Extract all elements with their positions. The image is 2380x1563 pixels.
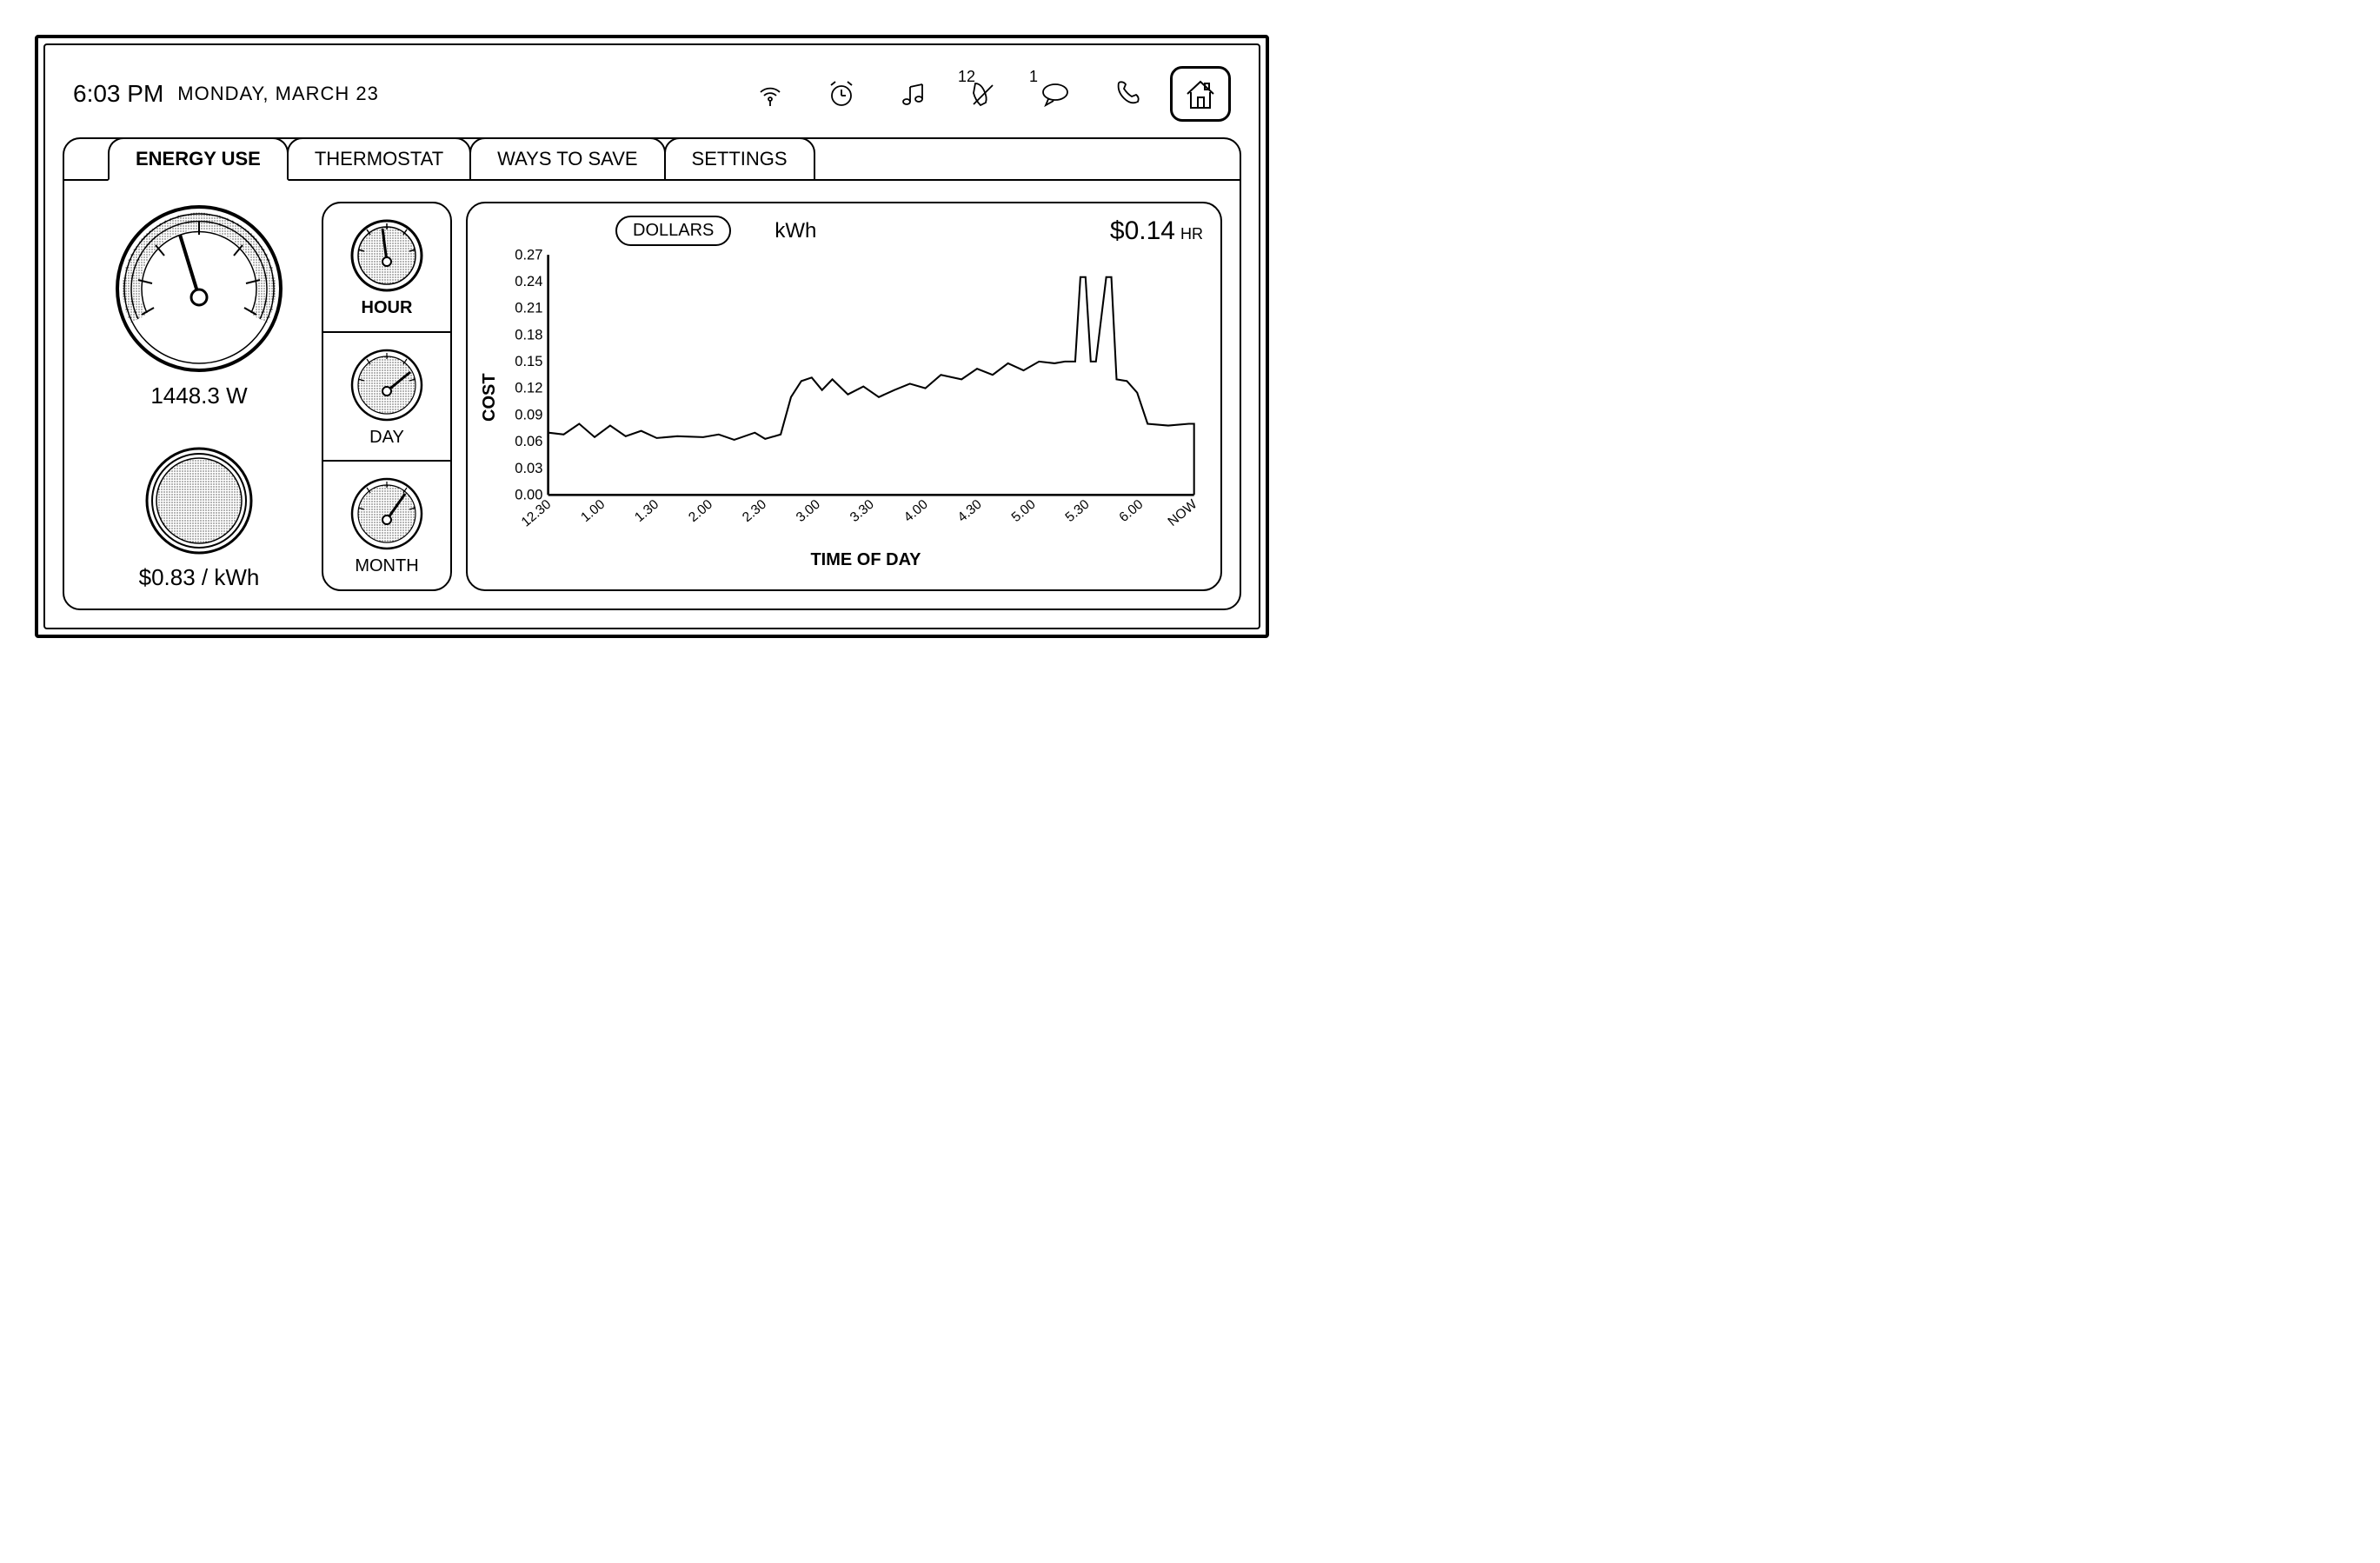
hour-gauge-icon: [348, 216, 426, 295]
unit-toggle-kwh[interactable]: kWh: [774, 219, 816, 243]
svg-text:5.30: 5.30: [1063, 497, 1093, 525]
period-hour-label: HOUR: [362, 298, 413, 318]
chart-y-label: COST: [476, 249, 503, 545]
chart-area: COST 0.00 0.03 0.06 0.09 0.12 0.15 0.18 0.21 0.2…: [476, 249, 1203, 545]
current-rate-value: $0.14: [1110, 216, 1175, 246]
svg-text:0.21: 0.21: [515, 301, 542, 316]
missed-call-icon[interactable]: 12: [967, 76, 1001, 111]
unit-toggle-dollars[interactable]: DOLLARS: [615, 216, 731, 246]
home-icon: [1180, 75, 1220, 113]
period-day[interactable]: DAY: [323, 331, 450, 461]
period-month[interactable]: MONTH: [323, 460, 450, 589]
month-gauge-icon: [348, 475, 426, 553]
svg-text:3.30: 3.30: [848, 497, 877, 525]
power-gauge: [112, 202, 286, 376]
svg-text:0.27: 0.27: [515, 249, 542, 263]
missed-call-badge: 12: [958, 68, 975, 86]
status-icons: 12 1: [753, 76, 1144, 111]
clock-date: MONDAY, MARCH 23: [177, 83, 379, 105]
svg-text:4.30: 4.30: [955, 497, 985, 525]
period-hour[interactable]: HOUR: [323, 203, 450, 331]
home-button[interactable]: [1170, 66, 1231, 122]
svg-text:0.00: 0.00: [515, 487, 542, 502]
tab-energy-use[interactable]: ENERGY USE: [108, 137, 289, 181]
period-selector: HOUR DAY: [322, 202, 452, 591]
tab-settings[interactable]: SETTINGS: [664, 137, 815, 181]
period-month-label: MONTH: [355, 556, 418, 576]
content-panel: ENERGY USE THERMOSTAT WAYS TO SAVE SETTI…: [63, 137, 1241, 610]
clock-time: 6:03 PM: [73, 80, 163, 108]
chart-panel: DOLLARS kWh $0.14 HR COST 0.000.030.060.…: [466, 202, 1222, 591]
svg-text:2.00: 2.00: [686, 497, 715, 525]
svg-text:0.03: 0.03: [515, 461, 542, 476]
phone-icon[interactable]: [1109, 76, 1144, 111]
current-rate: $0.14 HR: [1110, 216, 1203, 246]
svg-text:4.00: 4.00: [901, 497, 931, 525]
svg-text:6.00: 6.00: [1116, 497, 1146, 525]
svg-text:NOW: NOW: [1165, 496, 1200, 529]
chart-header: DOLLARS kWh $0.14 HR: [476, 216, 1203, 246]
svg-text:0.18: 0.18: [515, 327, 542, 343]
day-gauge-icon: [348, 346, 426, 424]
svg-text:3.00: 3.00: [794, 497, 823, 525]
tab-thermostat[interactable]: THERMOSTAT: [287, 137, 471, 181]
wifi-icon[interactable]: [753, 76, 788, 111]
svg-text:5.00: 5.00: [1009, 497, 1039, 525]
header-bar: 6:03 PM MONDAY, MARCH 23 12 1: [63, 59, 1241, 137]
tab-ways-to-save[interactable]: WAYS TO SAVE: [469, 137, 665, 181]
alarm-icon[interactable]: [824, 76, 859, 111]
message-icon[interactable]: 1: [1038, 76, 1073, 111]
price-indicator: [143, 444, 256, 557]
svg-text:0.06: 0.06: [515, 434, 542, 449]
svg-text:0.24: 0.24: [515, 274, 542, 289]
chart-x-label: TIME OF DAY: [529, 550, 1203, 570]
svg-text:1.00: 1.00: [578, 497, 608, 525]
svg-text:1.30: 1.30: [632, 497, 661, 525]
period-day-label: DAY: [369, 428, 404, 448]
tab-bar: ENERGY USE THERMOSTAT WAYS TO SAVE SETTI…: [64, 137, 1240, 181]
svg-text:0.12: 0.12: [515, 381, 542, 396]
left-column: 1448.3 W $0.83 / kWh: [90, 202, 308, 591]
music-icon[interactable]: [895, 76, 930, 111]
inner-frame: 6:03 PM MONDAY, MARCH 23 12 1: [43, 43, 1260, 629]
tab-body: 1448.3 W $0.83 / kWh: [64, 181, 1240, 609]
svg-text:2.30: 2.30: [740, 497, 769, 525]
current-rate-unit: HR: [1180, 225, 1203, 243]
outer-frame: 6:03 PM MONDAY, MARCH 23 12 1: [35, 35, 1269, 638]
svg-text:0.09: 0.09: [515, 407, 542, 422]
message-badge: 1: [1029, 68, 1038, 86]
price-reading: $0.83 / kWh: [139, 564, 260, 591]
cost-line-chart: 0.00 0.03 0.06 0.09 0.12 0.15 0.18 0.21 0.24 0.27…: [503, 249, 1203, 545]
svg-text:0.15: 0.15: [515, 354, 542, 369]
power-reading: 1448.3 W: [150, 382, 247, 409]
